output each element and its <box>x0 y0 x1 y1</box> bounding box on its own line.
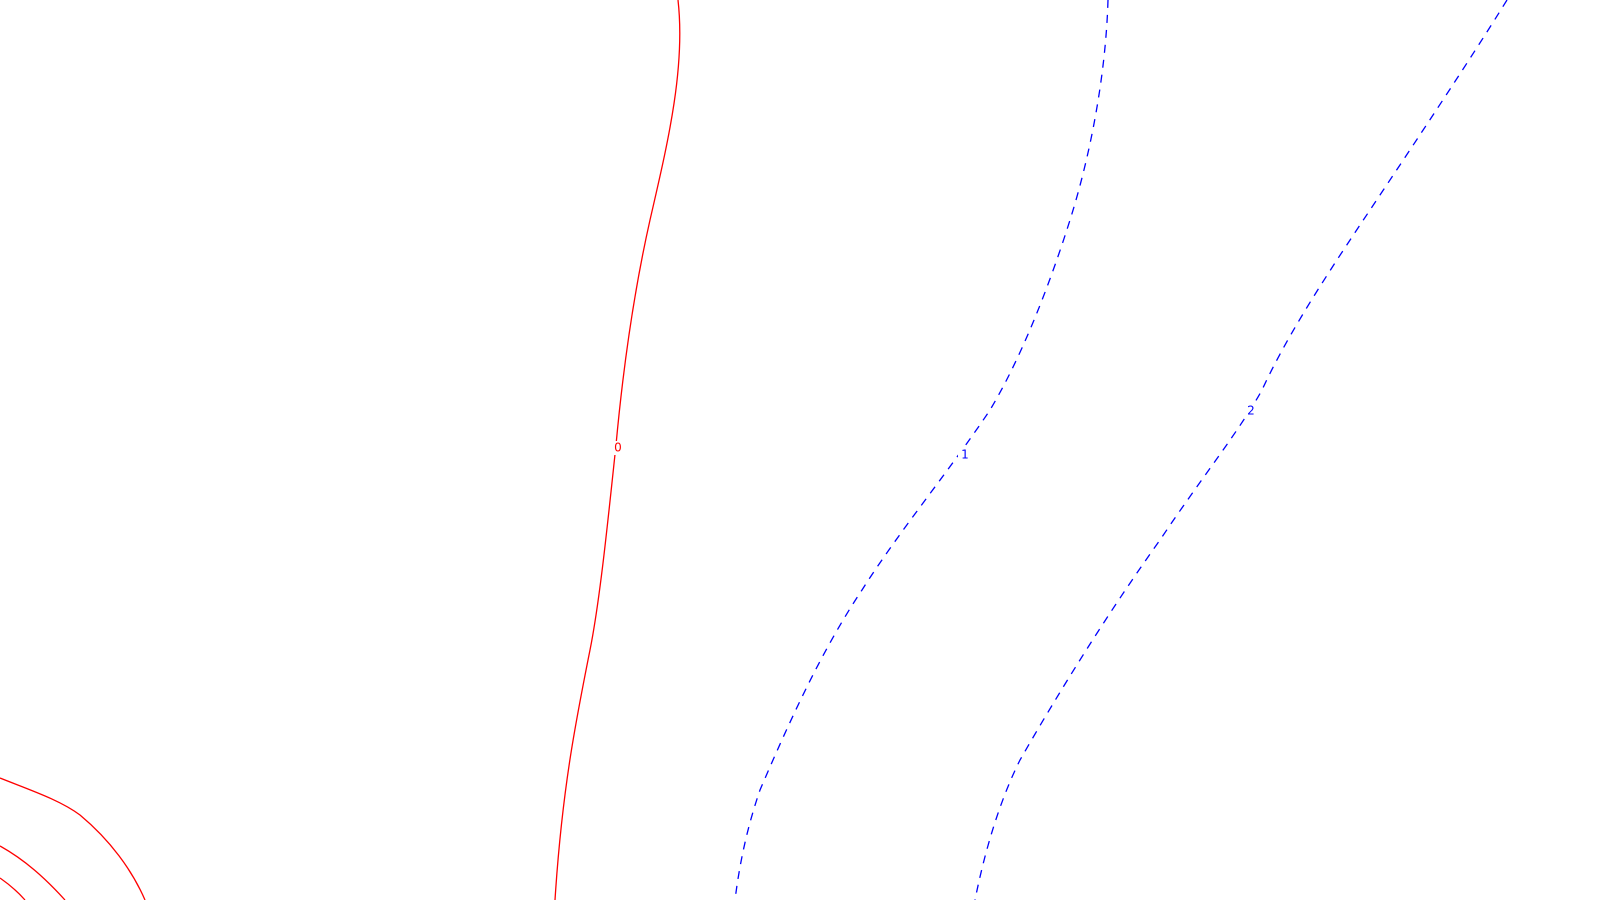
contour-label-1: 1 <box>961 448 969 462</box>
contour-line-unlabeled-5 <box>0 877 26 900</box>
contour-labels-layer: 0 1 2 <box>611 404 1258 462</box>
contour-label-2: 2 <box>1247 404 1255 418</box>
contour-label-mask <box>1244 404 1258 418</box>
contour-lines-layer <box>0 0 1508 900</box>
contour-line-level-2 <box>974 0 1508 900</box>
contour-label-mask <box>611 441 625 455</box>
contour-line-unlabeled-3 <box>0 777 146 900</box>
contour-label-0: 0 <box>614 441 622 455</box>
contour-line-level-1 <box>734 0 1109 900</box>
contour-label-mask <box>958 448 972 462</box>
contour-line-unlabeled-4 <box>0 845 66 900</box>
